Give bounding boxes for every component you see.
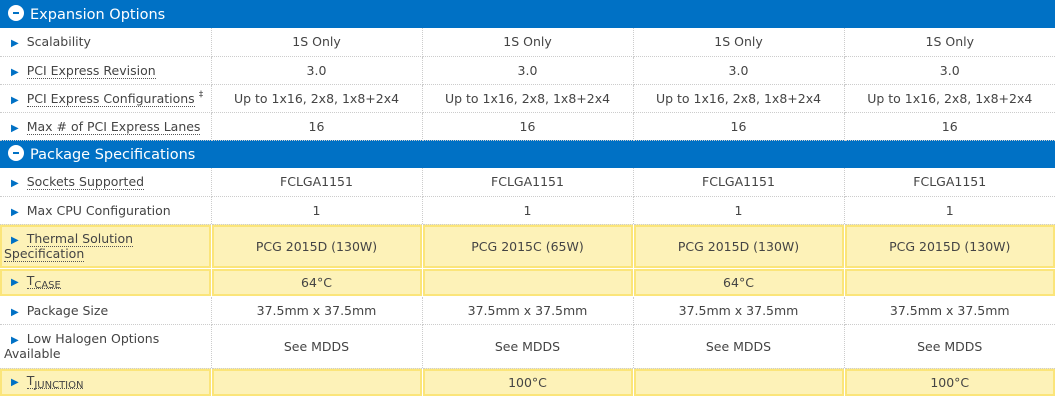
spec-label[interactable]: Scalability [26, 34, 91, 50]
spec-value: FCLGA1151 [422, 168, 634, 197]
spec-value: 37.5mm x 37.5mm [844, 296, 1055, 325]
spec-label[interactable]: Low Halogen Options Available [4, 331, 160, 361]
spec-row: ▶ Sockets Supported FCLGA1151 FCLGA1151 FCLG… [0, 168, 1055, 197]
collapse-icon[interactable] [8, 5, 24, 21]
expand-arrow-icon[interactable]: ▶ [11, 178, 19, 190]
spec-value: PCG 2015D (130W) [211, 224, 423, 269]
spec-value: 37.5mm x 37.5mm [422, 296, 634, 325]
spec-value: 100°C [422, 368, 634, 397]
spec-value: 3.0 [211, 56, 423, 85]
expand-arrow-icon[interactable]: ▶ [11, 94, 19, 106]
spec-value: See MDDS [211, 324, 423, 369]
spec-value [633, 368, 845, 397]
expand-arrow-icon[interactable]: ▶ [11, 335, 19, 346]
expand-arrow-icon[interactable]: ▶ [11, 66, 19, 78]
spec-value [211, 368, 423, 397]
spec-value [844, 268, 1055, 297]
spec-value: PCG 2015D (130W) [844, 224, 1055, 269]
spec-value: 1 [844, 196, 1055, 225]
expand-arrow-icon[interactable]: ▶ [11, 206, 19, 218]
spec-row: ▶ PCI Express Revision 3.0 3.0 3.0 3.0 [0, 56, 1055, 85]
section-title: Package Specifications [30, 147, 196, 164]
spec-value: 1 [633, 196, 845, 225]
spec-row: ▶ Thermal Solution Specification PCG 2015D… [0, 224, 1055, 269]
collapse-icon[interactable] [8, 145, 24, 162]
spec-label[interactable]: Thermal Solution Specification [4, 231, 134, 262]
spec-row: ▶ Max CPU Configuration 1 1 1 1 [0, 196, 1055, 225]
section-title: Expansion Options [30, 7, 166, 23]
expand-arrow-icon[interactable]: ▶ [11, 235, 19, 246]
spec-value: 1 [422, 196, 634, 225]
spec-label[interactable]: Sockets Supported [26, 174, 145, 191]
section-header[interactable]: Expansion Options [0, 0, 1055, 28]
spec-value: 1S Only [844, 28, 1055, 57]
spec-label[interactable]: TJUNCTION [26, 373, 84, 391]
spec-label[interactable]: Package Size [26, 302, 109, 318]
spec-row: ▶ TJUNCTION 100°C 100°C [0, 368, 1055, 397]
spec-value [422, 268, 634, 297]
spec-row: ▶ PCI Express Configurations ‡ Up to 1x16,… [0, 84, 1055, 113]
spec-value: 3.0 [422, 56, 634, 85]
spec-label[interactable]: Max # of PCI Express Lanes [26, 118, 201, 135]
spec-value: Up to 1x16, 2x8, 1x8+2x4 [422, 84, 634, 113]
spec-value: 37.5mm x 37.5mm [633, 296, 845, 325]
spec-value: FCLGA1151 [844, 168, 1055, 197]
spec-value: 64°C [633, 268, 845, 297]
spec-value: 100°C [844, 368, 1055, 397]
spec-value: Up to 1x16, 2x8, 1x8+2x4 [633, 84, 845, 113]
spec-row: ▶ TCASE 64°C 64°C [0, 268, 1055, 297]
spec-value: 1S Only [422, 28, 634, 57]
spec-value: Up to 1x16, 2x8, 1x8+2x4 [211, 84, 423, 113]
spec-value: 16 [211, 112, 423, 141]
expand-arrow-icon[interactable]: ▶ [11, 122, 19, 134]
spec-value: See MDDS [844, 324, 1055, 369]
spec-value: 3.0 [844, 56, 1055, 85]
spec-value: PCG 2015D (130W) [633, 224, 845, 269]
spec-label[interactable]: TCASE [26, 273, 61, 291]
section-header[interactable]: Package Specifications [0, 140, 1055, 168]
spec-row: ▶ Max # of PCI Express Lanes 16 16 16 16 [0, 112, 1055, 141]
spec-value: 16 [844, 112, 1055, 141]
spec-value: See MDDS [633, 324, 845, 369]
spec-value: 16 [422, 112, 634, 141]
spec-row: ▶ Scalability 1S Only 1S Only 1S Only 1S Only [0, 28, 1055, 57]
spec-value: FCLGA1151 [211, 168, 423, 197]
spec-label[interactable]: PCI Express Configurations [26, 90, 195, 107]
spec-value: 1S Only [211, 28, 423, 57]
expand-arrow-icon[interactable]: ▶ [11, 277, 19, 288]
spec-value: 64°C [211, 268, 423, 297]
expand-arrow-icon[interactable]: ▶ [11, 306, 19, 318]
spec-value: See MDDS [422, 324, 634, 369]
expand-arrow-icon[interactable]: ▶ [11, 377, 19, 388]
spec-value: 37.5mm x 37.5mm [211, 296, 423, 325]
spec-value: 1 [211, 196, 423, 225]
spec-label[interactable]: Max CPU Configuration [26, 202, 171, 218]
spec-value: FCLGA1151 [633, 168, 845, 197]
spec-value: 16 [633, 112, 845, 141]
expand-arrow-icon[interactable]: ▶ [11, 38, 19, 50]
spec-value: PCG 2015C (65W) [422, 224, 634, 269]
spec-value: 1S Only [633, 28, 845, 57]
spec-value: Up to 1x16, 2x8, 1x8+2x4 [844, 84, 1055, 113]
spec-value: 3.0 [633, 56, 845, 85]
spec-row: ▶ Package Size 37.5mm x 37.5mm 37.5mm x 37.… [0, 296, 1055, 325]
spec-label[interactable]: PCI Express Revision [26, 62, 156, 79]
spec-row: ▶ Low Halogen Options Available See MDDS Se… [0, 324, 1055, 369]
footnote-mark: ‡ [198, 90, 204, 101]
